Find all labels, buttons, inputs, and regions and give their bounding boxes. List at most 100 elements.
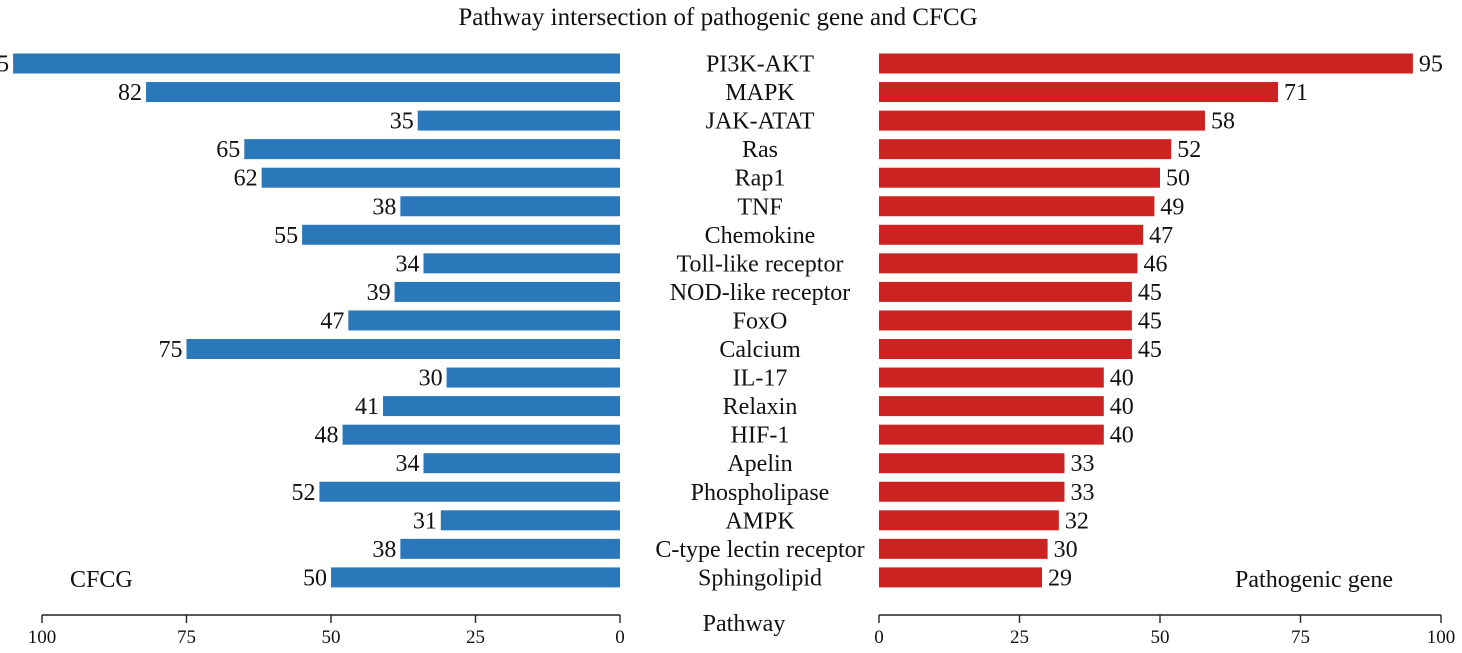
pathogenic-bar-mapk xyxy=(879,82,1279,103)
cfcg-value-label: 105 xyxy=(0,52,9,78)
pathogenic-bar-rap1 xyxy=(879,167,1160,188)
pathway-label: Ras xyxy=(742,137,778,163)
cfcg-value-label: 39 xyxy=(367,280,391,306)
cfcg-bar-sphingolipid xyxy=(331,567,620,588)
pathogenic-value-label: 49 xyxy=(1160,194,1184,220)
pathogenic-gene-x-axis: 0 25 50 75 100 xyxy=(874,614,1455,648)
pathogenic-value-label: 33 xyxy=(1070,451,1094,477)
pathogenic-bar-phospholipase xyxy=(879,481,1065,502)
pathway-label: C-type lectin receptor xyxy=(655,537,864,563)
pathogenic-value-label: 52 xyxy=(1177,137,1201,163)
pathogenic-gene-tick-label: 0 xyxy=(874,627,884,648)
pathway-label: HIF-1 xyxy=(731,423,790,449)
pathogenic-gene-series-label: Pathogenic gene xyxy=(1235,567,1393,593)
pathogenic-bar-ras xyxy=(879,139,1172,160)
pathway-label: MAPK xyxy=(725,80,795,106)
cfcg-bar-foxo xyxy=(348,310,620,331)
pathway-label: Sphingolipid xyxy=(698,565,822,591)
pathogenic-value-label: 58 xyxy=(1211,109,1235,135)
cfcg-value-label: 52 xyxy=(291,480,315,506)
pathway-label: Calcium xyxy=(719,337,801,363)
pathogenic-bar-jak-atat xyxy=(879,110,1205,131)
pathway-label: FoxO xyxy=(733,308,788,334)
cfcg-bar-calcium xyxy=(186,339,620,359)
pathogenic-bar-sphingolipid xyxy=(879,567,1042,588)
cfcg-bars: 105823565623855343947753041483452313850 xyxy=(0,52,621,591)
pathogenic-value-label: 47 xyxy=(1149,223,1173,249)
pathway-label: Chemokine xyxy=(705,223,816,249)
pathway-label: Toll-like receptor xyxy=(677,251,844,277)
pathway-label: IL-17 xyxy=(733,366,788,392)
pathogenic-value-label: 30 xyxy=(1054,537,1078,563)
pathogenic-bar-ampk xyxy=(879,510,1059,531)
pathogenic-value-label: 45 xyxy=(1138,308,1162,334)
pathogenic-value-label: 45 xyxy=(1138,280,1162,306)
cfcg-value-label: 35 xyxy=(390,109,414,135)
pathogenic-bar-chemokine xyxy=(879,224,1144,245)
pathogenic-value-label: 95 xyxy=(1419,52,1443,78)
pathogenic-bar-tnf xyxy=(879,196,1155,217)
pathway-label: NOD-like receptor xyxy=(670,280,851,306)
cfcg-tick-label: 25 xyxy=(466,627,485,648)
pathway-label: AMPK xyxy=(725,508,795,534)
pathogenic-value-label: 40 xyxy=(1110,394,1134,420)
cfcg-bar-pi3k-akt xyxy=(13,53,621,74)
pathway-label: JAK-ATAT xyxy=(706,109,815,135)
pathogenic-bar-c-type-lectin-receptor xyxy=(879,538,1048,559)
pathogenic-value-label: 32 xyxy=(1065,508,1089,534)
pathogenic-bar-pi3k-akt xyxy=(879,53,1413,74)
pathogenic-value-label: 46 xyxy=(1144,251,1168,277)
cfcg-value-label: 38 xyxy=(372,537,396,563)
pathogenic-gene-tick-label: 75 xyxy=(1291,627,1310,648)
cfcg-value-label: 55 xyxy=(274,223,298,249)
pathogenic-bar-hif-1 xyxy=(879,424,1104,445)
cfcg-value-label: 34 xyxy=(395,251,419,277)
pathogenic-value-label: 40 xyxy=(1110,423,1134,449)
pathogenic-value-label: 50 xyxy=(1166,166,1190,192)
chart-title: Pathway intersection of pathogenic gene … xyxy=(458,4,977,31)
cfcg-bar-c-type-lectin-receptor xyxy=(400,538,620,559)
cfcg-bar-ras xyxy=(244,139,621,160)
cfcg-x-axis: 100 75 50 25 0 xyxy=(28,614,625,648)
cfcg-series-label: CFCG xyxy=(70,567,133,593)
cfcg-value-label: 48 xyxy=(315,423,339,449)
cfcg-bar-mapk xyxy=(146,82,621,103)
cfcg-bar-hif-1 xyxy=(342,424,620,445)
cfcg-value-label: 34 xyxy=(395,451,419,477)
cfcg-bar-apelin xyxy=(423,453,620,474)
cfcg-bar-relaxin xyxy=(383,396,620,417)
cfcg-value-label: 75 xyxy=(159,337,183,363)
pathway-label: TNF xyxy=(737,194,782,220)
pathway-label: PI3K-AKT xyxy=(706,52,814,78)
cfcg-tick-label: 50 xyxy=(322,627,341,648)
cfcg-bar-chemokine xyxy=(302,224,620,245)
pathogenic-bar-foxo xyxy=(879,310,1132,331)
pathogenic-value-label: 33 xyxy=(1070,480,1094,506)
cfcg-value-label: 50 xyxy=(303,565,327,591)
cfcg-value-label: 82 xyxy=(118,80,142,106)
cfcg-bar-toll-like-receptor xyxy=(423,253,620,274)
pathogenic-bar-apelin xyxy=(879,453,1065,474)
pathogenic-bar-toll-like-receptor xyxy=(879,253,1138,274)
cfcg-bar-il-17 xyxy=(446,367,620,388)
pathway-label: Relaxin xyxy=(723,394,798,420)
cfcg-bar-phospholipase xyxy=(319,481,620,502)
pathogenic-value-label: 40 xyxy=(1110,366,1134,392)
pathogenic-value-label: 29 xyxy=(1048,565,1072,591)
cfcg-bar-tnf xyxy=(400,196,620,217)
cfcg-tick-label: 0 xyxy=(615,627,625,648)
pathogenic-bar-relaxin xyxy=(879,396,1104,417)
cfcg-tick-label: 75 xyxy=(177,627,196,648)
cfcg-bar-rap1 xyxy=(261,167,620,188)
pathogenic-gene-tick-label: 50 xyxy=(1151,627,1170,648)
pathogenic-value-label: 45 xyxy=(1138,337,1162,363)
pathogenic-bar-il-17 xyxy=(879,367,1104,388)
cfcg-value-label: 30 xyxy=(419,366,443,392)
cfcg-bar-nod-like-receptor xyxy=(394,281,620,302)
pathogenic-gene-tick-label: 25 xyxy=(1010,627,1029,648)
cfcg-value-label: 62 xyxy=(234,166,258,192)
pathogenic-bar-nod-like-receptor xyxy=(879,281,1132,302)
